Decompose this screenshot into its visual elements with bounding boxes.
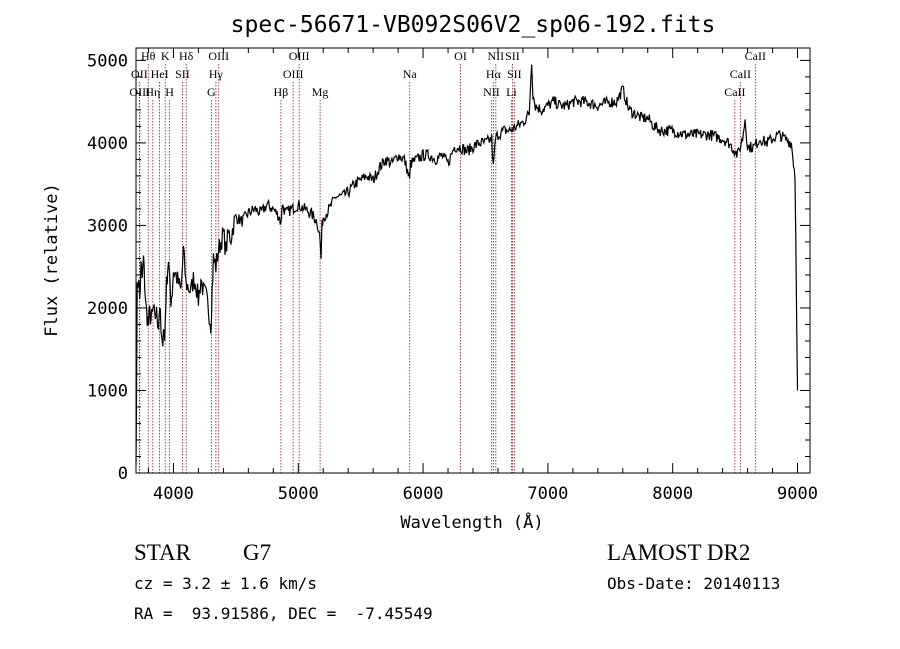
line-label-21: SII: [507, 67, 522, 81]
axis-ticks: 4000 5000 6000 7000 8000 9000 0 1000 2000 3000 400…: [87, 48, 818, 504]
line-label-4: HeI: [151, 67, 169, 81]
y-tick-label-2000: 2000: [87, 299, 128, 319]
spectrum-line: [135, 64, 799, 465]
redshift-info: cz = 3.2 ± 1.6 km/s: [134, 574, 318, 593]
chart-title: spec-56671-VB092S06V2_sp06-192.fits: [231, 12, 716, 38]
line-label-17: OI: [454, 49, 467, 63]
y-tick-label-1000: 1000: [87, 381, 128, 401]
ra-dec: RA = 93.91586, DEC = -7.45549: [134, 604, 433, 623]
line-label-8: H: [165, 85, 174, 99]
object-class: STAR: [134, 540, 191, 565]
y-tick-label-5000: 5000: [87, 51, 128, 71]
x-tick-label-9000: 9000: [777, 484, 818, 504]
line-label-24: CaII: [745, 49, 766, 63]
line-label-25: CaII: [730, 67, 751, 81]
line-label-23: Li: [506, 85, 517, 99]
line-label-13: OIII: [283, 67, 304, 81]
line-label-14: Hβ: [274, 85, 289, 99]
line-label-0: Hθ: [141, 49, 156, 63]
line-label-3: K: [161, 49, 170, 63]
x-tick-label-6000: 6000: [403, 484, 444, 504]
line-label-9: OIII: [208, 49, 229, 63]
object-subclass: G7: [243, 540, 272, 565]
line-label-1: OII: [131, 67, 148, 81]
line-label-7: SII: [175, 67, 190, 81]
survey-name: LAMOST DR2: [607, 540, 751, 565]
line-label-5: Hη: [145, 85, 160, 99]
x-tick-label-7000: 7000: [527, 484, 568, 504]
line-label-15: Mg: [312, 85, 329, 99]
x-tick-label-4000: 4000: [153, 484, 194, 504]
line-label-26: CaII: [724, 85, 745, 99]
line-label-20: Hα: [486, 67, 502, 81]
x-tick-label-5000: 5000: [278, 484, 319, 504]
y-tick-label-4000: 4000: [87, 134, 128, 154]
obs-date: Obs-Date: 20140113: [607, 574, 781, 593]
y-tick-label-0: 0: [118, 464, 128, 484]
y-tick-label-3000: 3000: [87, 216, 128, 236]
line-markers: [138, 64, 756, 473]
x-tick-label-8000: 8000: [652, 484, 693, 504]
line-label-12: OIII: [289, 49, 310, 63]
line-label-6: Hδ: [179, 49, 194, 63]
x-axis-label: Wavelength (Å): [400, 511, 543, 533]
line-label-2: OIII: [129, 85, 150, 99]
line-label-11: G: [207, 85, 216, 99]
line-label-18: NII: [488, 49, 505, 63]
line-label-19: SII: [505, 49, 520, 63]
line-label-16: Na: [403, 67, 418, 81]
line-label-10: Hγ: [209, 67, 224, 81]
line-label-22: NII: [483, 85, 500, 99]
y-axis-label: Flux (relative): [42, 183, 62, 337]
plot-frame: [135, 47, 811, 474]
